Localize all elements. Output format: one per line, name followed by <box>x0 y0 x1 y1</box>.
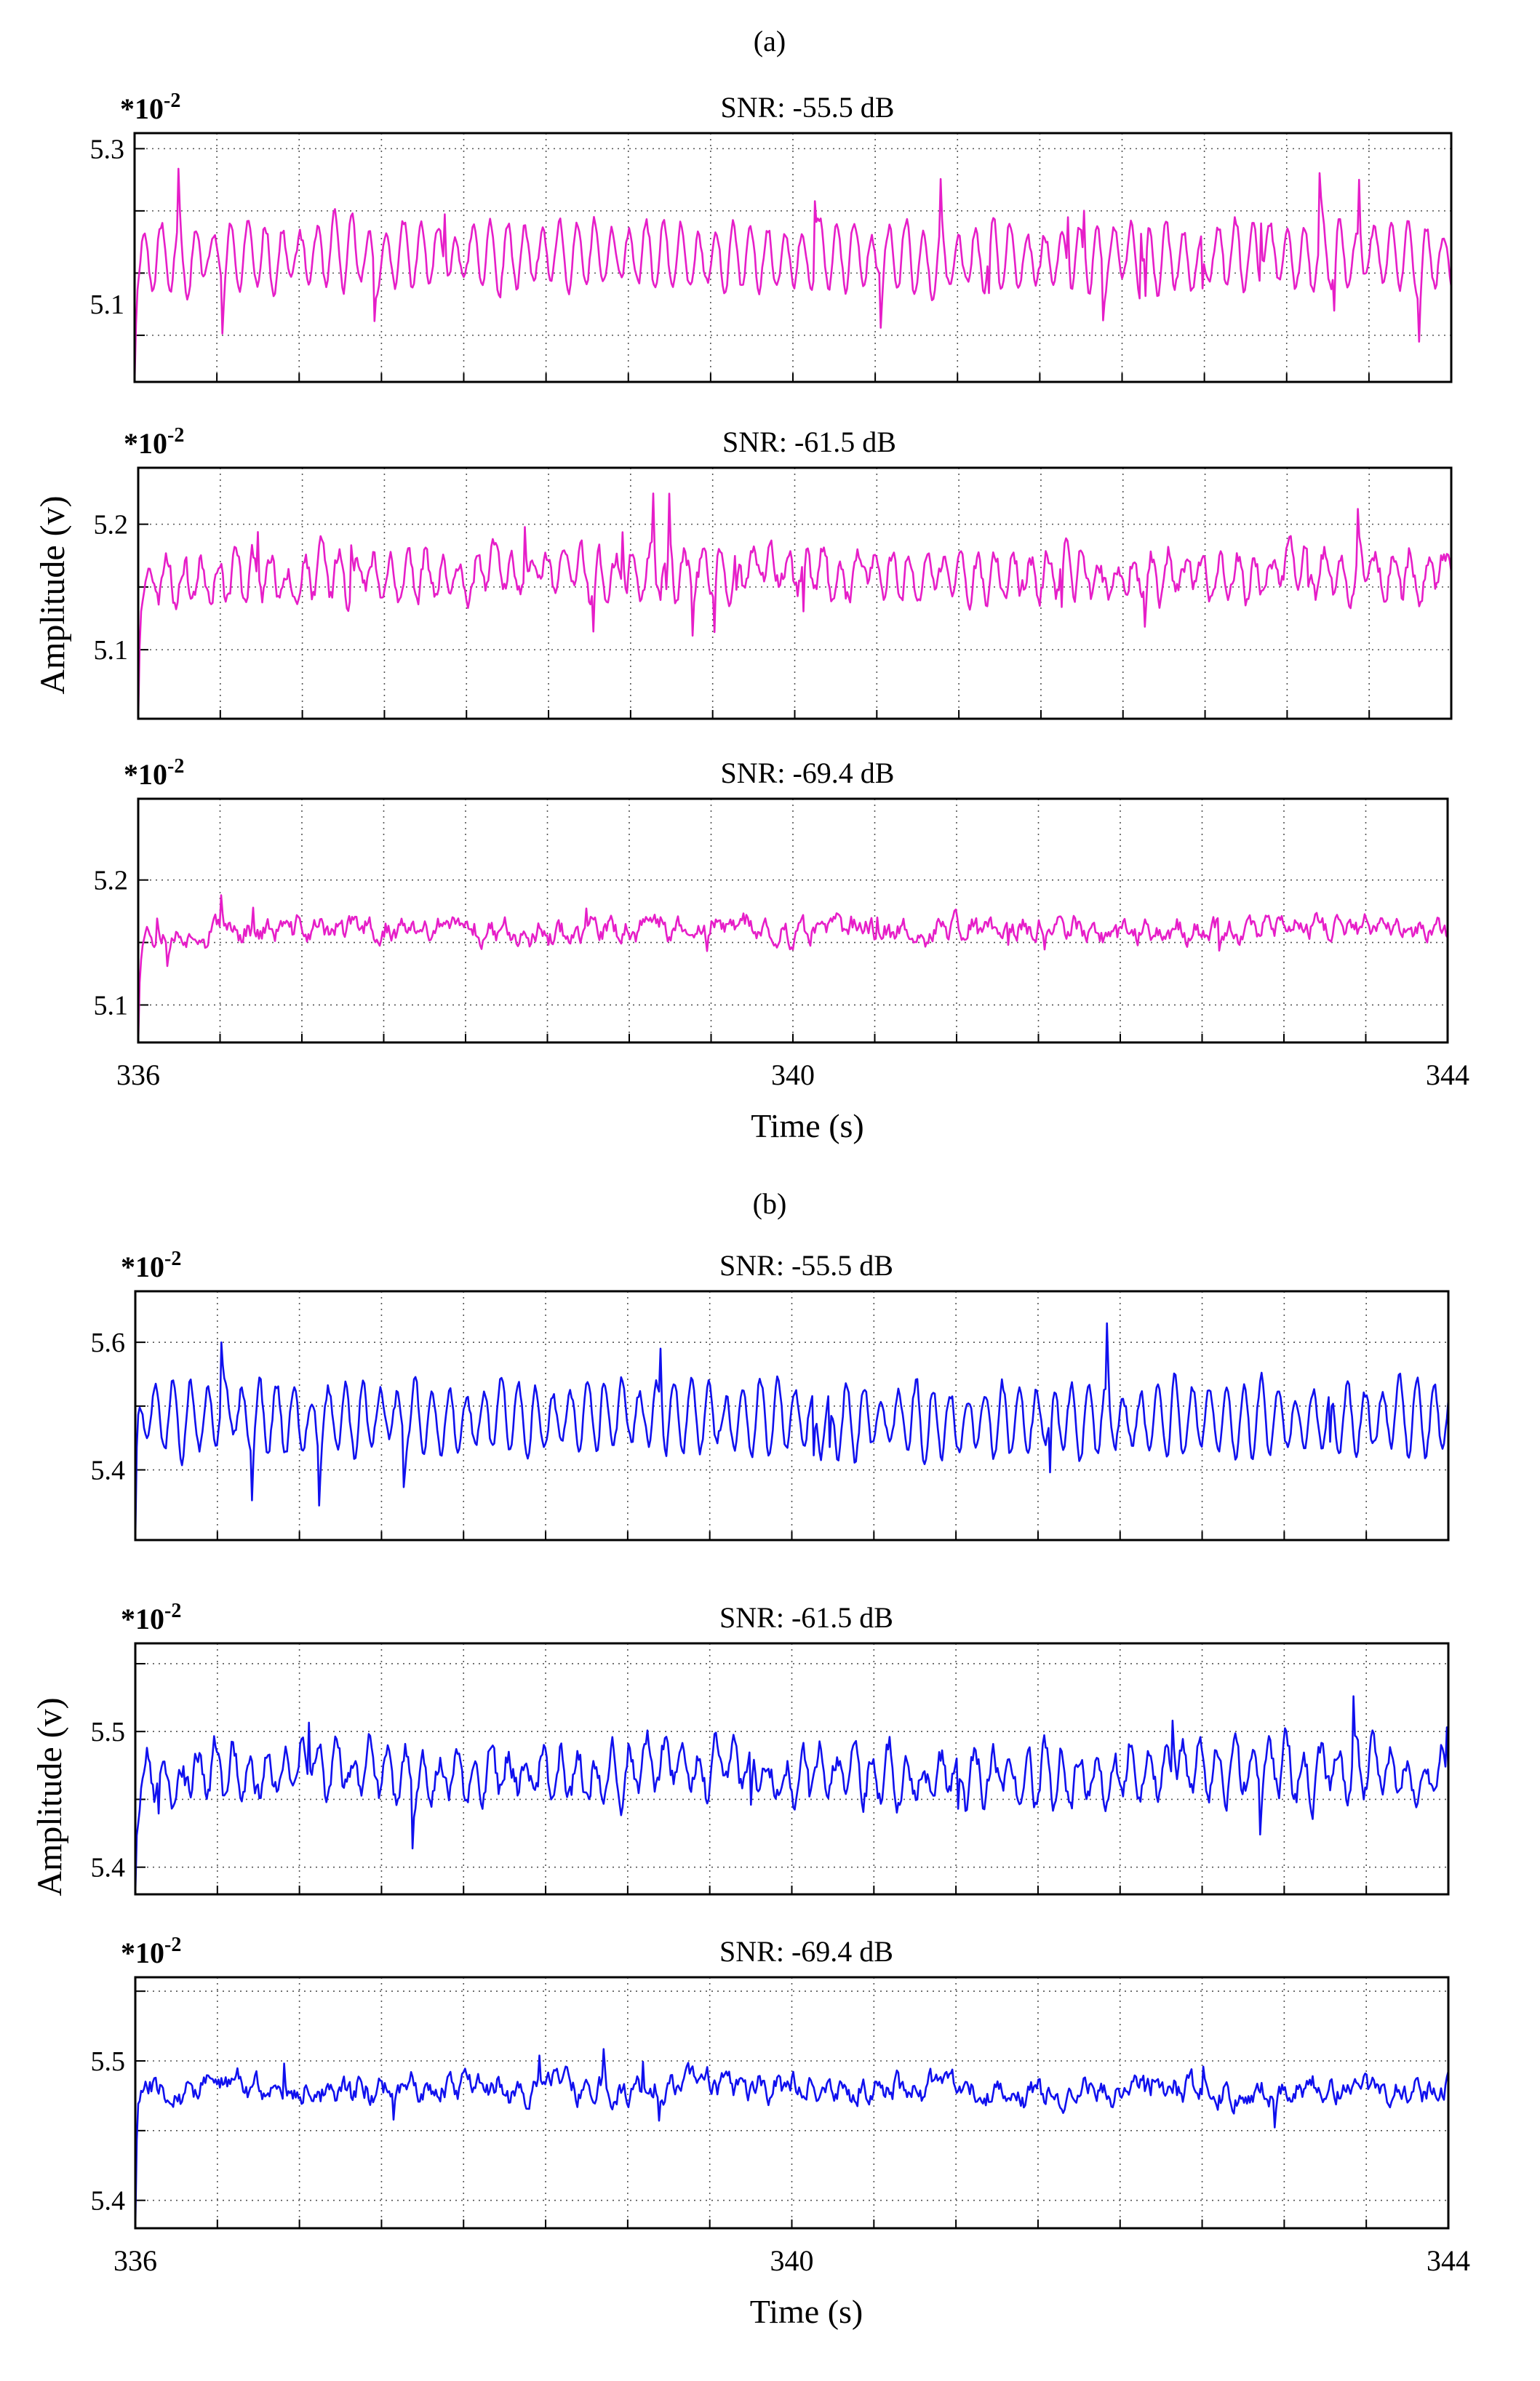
panel-title: SNR: -69.4 dB <box>719 1935 893 1968</box>
y-multiplier: *10-2 <box>120 89 180 125</box>
y-tick-label: 5.3 <box>90 134 125 164</box>
x-tick-label: 340 <box>771 1058 815 1091</box>
x-tick-label: 340 <box>770 2244 814 2277</box>
x-tick-label: 344 <box>1427 2244 1470 2277</box>
panel-a-1: 5.1 5.3 SNR: -55.5 dB *10-2 <box>90 89 1453 383</box>
group-a-label: (a) <box>754 25 786 57</box>
plot-frame <box>134 1642 1450 1896</box>
panel-title: SNR: -69.4 dB <box>721 757 895 789</box>
signal-series-line <box>134 1322 1450 1541</box>
x-axis-label: Time (s) <box>750 2293 863 2330</box>
signal-series-line <box>137 492 1453 719</box>
panel-title: SNR: -55.5 dB <box>721 91 895 124</box>
plot-frame <box>134 1976 1450 2230</box>
y-tick-label: 5.1 <box>94 990 129 1021</box>
panel-title: SNR: -55.5 dB <box>719 1249 893 1282</box>
plot-frame <box>137 466 1453 720</box>
panel-title: SNR: -61.5 dB <box>722 426 896 458</box>
y-tick-label: 5.4 <box>91 2186 126 2217</box>
plot-frame <box>137 797 1449 1044</box>
y-tick-label: 5.5 <box>91 2046 126 2077</box>
y-multiplier: *10-2 <box>124 755 184 791</box>
group-b-label: (b) <box>753 1187 787 1220</box>
y-tick-label: 5.1 <box>94 635 129 666</box>
panels: 5.1 5.3 SNR: -55.5 dB *10-2 5.1 5.2 SNR: -61.5… <box>90 89 1471 2330</box>
y-tick-label: 5.6 <box>91 1328 126 1358</box>
y-tick-label: 5.4 <box>91 1456 126 1486</box>
y-tick-label: 5.4 <box>91 1853 126 1883</box>
y-tick-label: 5.2 <box>94 510 129 541</box>
x-tick-label: 336 <box>113 2244 157 2277</box>
ylabel-group-a: Amplitude (v) <box>33 495 72 694</box>
plot-frame <box>133 132 1453 383</box>
x-tick-label: 336 <box>116 1058 160 1091</box>
y-tick-label: 5.5 <box>91 1717 126 1747</box>
signal-series-line <box>137 894 1449 1043</box>
x-tick-label: 344 <box>1426 1058 1469 1091</box>
signal-series-line <box>133 167 1453 383</box>
ylabel-group-b: Amplitude (v) <box>31 1697 69 1896</box>
signal-series-line <box>134 2048 1450 2229</box>
plot-frame <box>134 1290 1450 1542</box>
y-tick-label: 5.1 <box>90 290 125 320</box>
panel-a-3: 5.1 5.2 SNR: -69.4 dB *10-2 336 340 344 Time (s… <box>94 755 1470 1144</box>
signal-series-line <box>134 1695 1450 1895</box>
x-axis-label: Time (s) <box>751 1107 864 1144</box>
y-tick-label: 5.2 <box>94 866 129 896</box>
panel-title: SNR: -61.5 dB <box>719 1601 893 1634</box>
